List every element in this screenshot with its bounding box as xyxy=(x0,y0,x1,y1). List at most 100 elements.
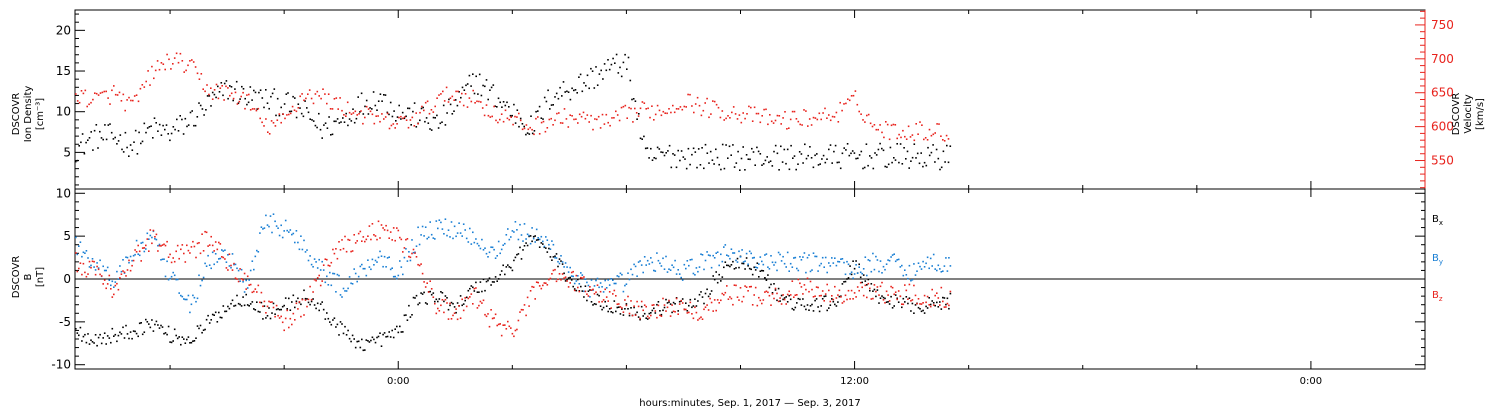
data-point xyxy=(824,295,827,297)
data-point xyxy=(145,244,147,247)
data-point xyxy=(484,85,486,88)
data-point xyxy=(890,285,892,288)
data-point xyxy=(231,269,234,271)
data-point xyxy=(519,119,522,122)
data-point xyxy=(82,262,85,265)
data-point xyxy=(420,263,422,265)
data-point xyxy=(444,124,447,126)
data-point xyxy=(512,123,514,126)
bottom-x-ticks xyxy=(169,189,1426,369)
data-point xyxy=(691,153,693,156)
data-point xyxy=(329,271,331,274)
data-point xyxy=(795,168,797,171)
data-point xyxy=(725,144,727,146)
data-point xyxy=(779,300,781,302)
data-point xyxy=(602,306,605,309)
data-point xyxy=(499,252,501,255)
data-point xyxy=(809,146,811,148)
data-point xyxy=(761,115,763,117)
data-point xyxy=(135,239,138,242)
data-point xyxy=(779,297,781,299)
data-point xyxy=(803,252,806,254)
data-point xyxy=(922,260,924,263)
data-point xyxy=(495,119,497,122)
data-point xyxy=(409,256,412,259)
data-point xyxy=(429,221,431,223)
data-point xyxy=(835,264,838,267)
data-point xyxy=(677,269,679,271)
data-point xyxy=(692,317,695,320)
data-point xyxy=(590,279,593,281)
data-point xyxy=(299,107,301,109)
data-point xyxy=(783,298,786,301)
data-point xyxy=(237,302,240,305)
data-point xyxy=(274,125,277,127)
data-point xyxy=(595,291,597,293)
data-point xyxy=(788,168,791,171)
data-point xyxy=(146,232,149,235)
data-point xyxy=(120,333,123,335)
data-point xyxy=(205,265,208,267)
data-point xyxy=(938,123,940,125)
data-point xyxy=(213,314,215,316)
data-point xyxy=(283,304,285,307)
data-point xyxy=(828,148,830,151)
data-point xyxy=(190,246,193,248)
data-point xyxy=(333,252,336,255)
data-point xyxy=(668,108,670,110)
data-point xyxy=(616,114,619,116)
data-point xyxy=(596,84,599,86)
data-point xyxy=(692,147,695,150)
data-point xyxy=(327,317,330,320)
data-point xyxy=(239,268,241,270)
data-point xyxy=(897,301,900,303)
data-point xyxy=(650,147,652,150)
data-point xyxy=(677,108,680,110)
data-point xyxy=(271,92,274,95)
data-point xyxy=(292,232,295,235)
data-point xyxy=(242,281,244,283)
data-point xyxy=(357,232,360,235)
data-point xyxy=(922,309,924,312)
data-point xyxy=(271,231,273,234)
data-point xyxy=(604,279,606,282)
data-point xyxy=(578,290,581,293)
data-point xyxy=(490,284,492,286)
data-point xyxy=(604,300,606,303)
data-point xyxy=(330,323,333,326)
data-point xyxy=(710,301,713,304)
data-point xyxy=(196,325,199,327)
data-point xyxy=(399,260,401,262)
data-point xyxy=(555,253,558,255)
data-point xyxy=(455,308,457,310)
data-point xyxy=(803,284,806,286)
data-point xyxy=(196,116,199,118)
data-point xyxy=(210,105,212,107)
data-point xyxy=(400,118,402,120)
data-point xyxy=(609,124,611,127)
data-point xyxy=(97,94,100,96)
data-point xyxy=(650,312,652,314)
data-point xyxy=(603,123,606,125)
data-point xyxy=(348,118,351,120)
data-point xyxy=(493,317,495,319)
data-point xyxy=(288,297,290,300)
data-point xyxy=(919,265,921,268)
data-point xyxy=(867,259,870,261)
data-point xyxy=(170,68,172,70)
data-point xyxy=(704,292,707,295)
data-point xyxy=(824,293,827,295)
data-point xyxy=(573,282,576,285)
data-point xyxy=(616,306,619,309)
data-point xyxy=(860,150,863,153)
data-point xyxy=(598,294,600,297)
data-point xyxy=(262,318,264,320)
data-point xyxy=(426,282,428,284)
data-point xyxy=(786,128,788,130)
data-point xyxy=(946,270,949,272)
data-point xyxy=(532,237,535,240)
data-point xyxy=(896,259,898,261)
data-point xyxy=(562,81,565,83)
data-point xyxy=(908,297,911,299)
data-point xyxy=(323,124,325,126)
